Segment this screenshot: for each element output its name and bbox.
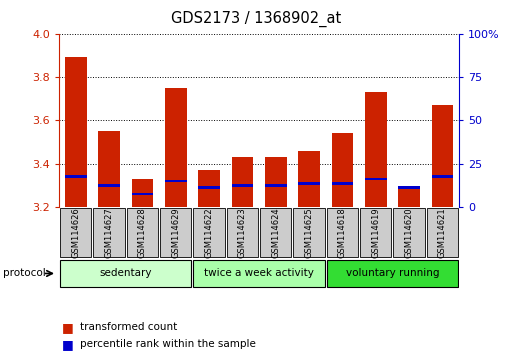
Bar [393, 208, 425, 257]
Text: voluntary running: voluntary running [346, 268, 439, 279]
Bar [427, 208, 458, 257]
Bar [193, 260, 325, 287]
Text: protocol: protocol [3, 268, 45, 279]
Bar [93, 208, 125, 257]
Text: GDS2173 / 1368902_at: GDS2173 / 1368902_at [171, 11, 342, 27]
Text: GSM114623: GSM114623 [238, 207, 247, 258]
Bar [65, 57, 87, 207]
Bar [265, 184, 287, 187]
Bar [298, 182, 320, 184]
Bar [431, 105, 453, 207]
Text: GSM114618: GSM114618 [338, 207, 347, 258]
Bar [331, 182, 353, 184]
Bar [298, 151, 320, 207]
Text: GSM114621: GSM114621 [438, 207, 447, 258]
Bar [60, 260, 191, 287]
Text: GSM114625: GSM114625 [305, 207, 313, 258]
Bar [227, 208, 258, 257]
Text: GSM114622: GSM114622 [205, 207, 213, 258]
Text: twice a week activity: twice a week activity [204, 268, 314, 279]
Text: GSM114620: GSM114620 [405, 207, 413, 258]
Bar [365, 178, 387, 180]
Text: GSM114627: GSM114627 [105, 207, 113, 258]
Bar [193, 208, 225, 257]
Bar [60, 208, 91, 257]
Text: ■: ■ [62, 321, 73, 334]
Text: transformed count: transformed count [80, 322, 177, 332]
Bar [165, 180, 187, 182]
Bar [327, 260, 458, 287]
Bar [327, 208, 358, 257]
Bar [365, 92, 387, 207]
Bar [398, 186, 420, 189]
Bar [265, 157, 287, 207]
Bar [293, 208, 325, 257]
Text: GSM114624: GSM114624 [271, 207, 280, 258]
Bar [127, 208, 158, 257]
Text: percentile rank within the sample: percentile rank within the sample [80, 339, 255, 349]
Bar [98, 131, 120, 207]
Bar [231, 157, 253, 207]
Bar [160, 208, 191, 257]
Bar [260, 208, 291, 257]
Bar [398, 188, 420, 207]
Bar [131, 193, 153, 195]
Bar [231, 184, 253, 187]
Text: GSM114626: GSM114626 [71, 207, 80, 258]
Bar [65, 176, 87, 178]
Bar [165, 88, 187, 207]
Bar [360, 208, 391, 257]
Bar [198, 186, 220, 189]
Text: GSM114619: GSM114619 [371, 207, 380, 258]
Text: sedentary: sedentary [100, 268, 152, 279]
Bar [198, 170, 220, 207]
Bar [331, 133, 353, 207]
Text: GSM114629: GSM114629 [171, 207, 180, 258]
Bar [431, 176, 453, 178]
Bar [131, 179, 153, 207]
Text: ■: ■ [62, 338, 73, 350]
Text: GSM114628: GSM114628 [138, 207, 147, 258]
Bar [98, 184, 120, 187]
